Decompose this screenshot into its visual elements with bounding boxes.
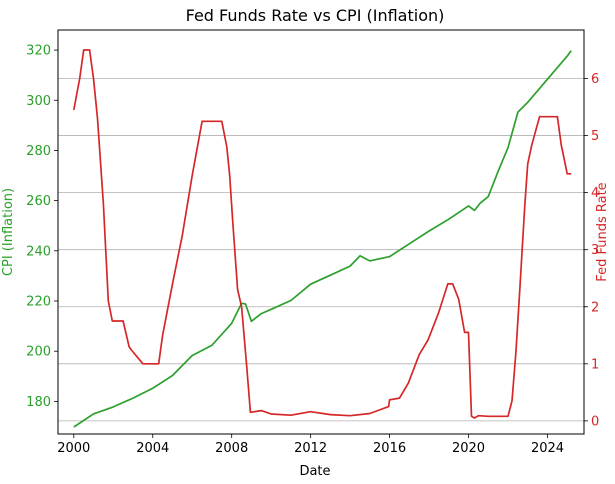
x-tick-label: 2024 (531, 441, 564, 456)
y-right-tick-label: 0 (591, 414, 599, 429)
y-axis-right: 0 1 2 3 4 5 6 (584, 72, 599, 429)
y-left-tick-label: 260 (26, 194, 51, 209)
y-left-tick-label: 180 (26, 395, 51, 410)
x-tick-label: 2016 (373, 441, 406, 456)
y-right-tick-label: 5 (591, 129, 599, 144)
x-axis: 2000 2004 2008 2012 2016 2020 2024 (57, 434, 564, 456)
x-tick-label: 2020 (452, 441, 485, 456)
y-left-tick-label: 200 (26, 345, 51, 360)
y-axis-left: 180 200 220 240 260 280 300 320 (26, 44, 58, 410)
y-left-tick-label: 300 (26, 94, 51, 109)
y-left-tick-label: 320 (26, 44, 51, 59)
x-tick-label: 2012 (294, 441, 327, 456)
x-tick-label: 2000 (57, 441, 90, 456)
series-line-fed-funds-rate (72, 49, 572, 419)
y-right-tick-label: 4 (591, 186, 599, 201)
y-right-tick-label: 6 (591, 72, 599, 87)
y-right-tick-label: 3 (591, 243, 599, 258)
series-layer (72, 49, 572, 428)
x-tick-label: 2004 (136, 441, 169, 456)
y-axis-right-label: Fed Funds Rate (595, 182, 610, 281)
y-left-tick-label: 280 (26, 144, 51, 159)
series-line-cpi-inflation (73, 50, 572, 428)
x-tick-label: 2008 (215, 441, 248, 456)
x-axis-label: Date (299, 464, 330, 479)
y-left-tick-label: 240 (26, 244, 51, 259)
y-right-tick-label: 2 (591, 300, 599, 315)
y-left-tick-label: 220 (26, 295, 51, 310)
y-axis-left-label: CPI (Inflation) (1, 188, 16, 276)
y-right-tick-label: 1 (591, 357, 599, 372)
grid-layer (58, 78, 584, 422)
plot-frame (57, 29, 585, 435)
chart-title: Fed Funds Rate vs CPI (Inflation) (186, 6, 445, 25)
